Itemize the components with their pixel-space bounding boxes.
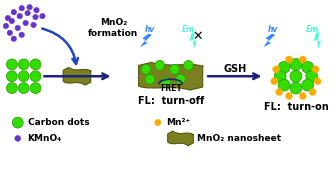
Circle shape — [170, 64, 180, 74]
Text: Mn²⁺: Mn²⁺ — [166, 118, 190, 127]
Circle shape — [155, 60, 165, 70]
Circle shape — [314, 78, 321, 85]
Circle shape — [23, 20, 28, 26]
Text: MnO₂
formation: MnO₂ formation — [88, 18, 139, 38]
Text: ✕: ✕ — [192, 30, 203, 43]
Circle shape — [25, 10, 30, 16]
Circle shape — [15, 136, 21, 141]
Text: KMnO₄: KMnO₄ — [27, 134, 62, 143]
Circle shape — [285, 56, 292, 63]
Circle shape — [161, 77, 171, 87]
Circle shape — [34, 7, 39, 13]
Circle shape — [155, 119, 161, 126]
Circle shape — [302, 79, 314, 91]
Circle shape — [6, 59, 17, 70]
Circle shape — [299, 56, 306, 63]
Circle shape — [18, 71, 29, 82]
Circle shape — [141, 64, 151, 74]
Text: hv: hv — [145, 25, 155, 34]
Circle shape — [145, 74, 155, 84]
Circle shape — [278, 61, 290, 73]
Circle shape — [3, 23, 9, 29]
Circle shape — [30, 83, 41, 94]
Circle shape — [309, 89, 316, 95]
Text: Carbon dots: Carbon dots — [27, 118, 89, 127]
Circle shape — [11, 9, 16, 15]
PathPatch shape — [168, 131, 193, 146]
Circle shape — [30, 59, 41, 70]
Text: MnO₂ nanosheet: MnO₂ nanosheet — [197, 134, 281, 143]
Text: GSH: GSH — [223, 64, 246, 74]
Circle shape — [290, 59, 302, 70]
Text: FRET: FRET — [160, 84, 182, 93]
Text: FL:  turn-off: FL: turn-off — [137, 96, 204, 106]
Circle shape — [273, 66, 280, 73]
Circle shape — [27, 5, 32, 10]
Polygon shape — [190, 32, 197, 49]
Circle shape — [17, 13, 22, 19]
Polygon shape — [140, 34, 152, 47]
Circle shape — [40, 13, 45, 19]
Circle shape — [15, 25, 20, 31]
Circle shape — [7, 30, 13, 36]
Circle shape — [285, 93, 292, 99]
Circle shape — [290, 82, 302, 94]
Circle shape — [19, 32, 24, 38]
Circle shape — [184, 60, 193, 70]
Text: Em: Em — [182, 25, 195, 34]
Circle shape — [33, 14, 38, 20]
PathPatch shape — [63, 67, 91, 85]
Circle shape — [12, 117, 23, 128]
Circle shape — [271, 78, 278, 85]
Circle shape — [18, 59, 29, 70]
Circle shape — [6, 71, 17, 82]
Circle shape — [299, 93, 306, 99]
Circle shape — [290, 70, 302, 82]
Circle shape — [278, 79, 290, 91]
Circle shape — [5, 15, 11, 21]
Circle shape — [276, 89, 283, 95]
Text: FL:  turn-on: FL: turn-on — [264, 102, 328, 112]
PathPatch shape — [139, 62, 203, 90]
Circle shape — [31, 22, 36, 28]
Circle shape — [9, 18, 15, 24]
Circle shape — [30, 71, 41, 82]
Circle shape — [19, 5, 24, 11]
Text: hv: hv — [268, 25, 278, 34]
Circle shape — [11, 36, 16, 42]
Polygon shape — [263, 34, 275, 47]
Circle shape — [302, 61, 314, 73]
Circle shape — [274, 70, 286, 82]
Circle shape — [176, 74, 186, 84]
Circle shape — [306, 70, 318, 82]
Circle shape — [312, 66, 319, 73]
Circle shape — [18, 83, 29, 94]
Polygon shape — [314, 32, 321, 49]
Text: Em: Em — [306, 25, 319, 34]
Circle shape — [6, 83, 17, 94]
